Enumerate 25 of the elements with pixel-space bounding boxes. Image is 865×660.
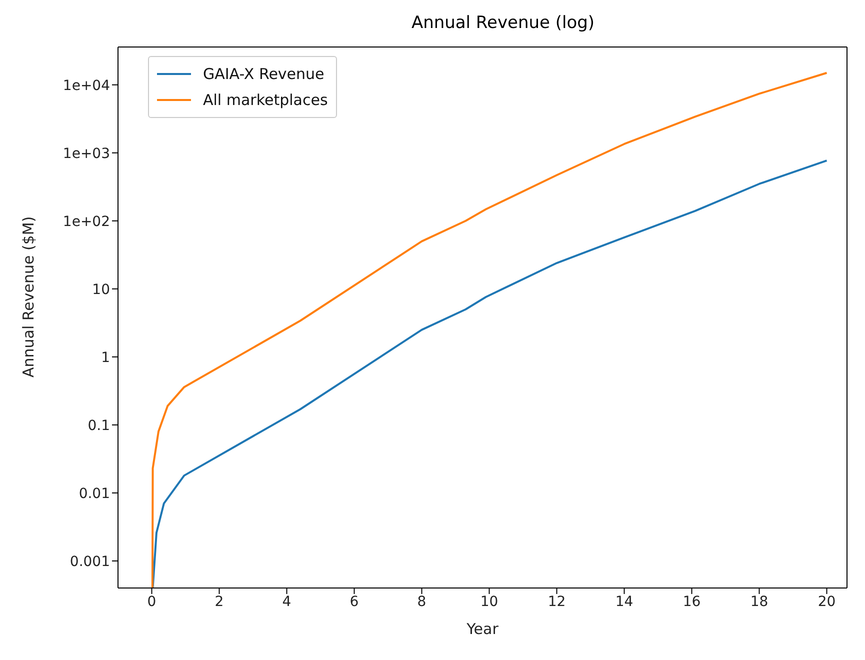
x-tick-label: 2 (214, 594, 224, 610)
line-series (152, 160, 828, 588)
y-tick-label: 1e+02 (62, 214, 110, 230)
x-tick-label: 6 (350, 594, 359, 610)
y-tick-label: 1e+03 (62, 146, 110, 162)
x-tick-label: 20 (818, 594, 836, 610)
y-tick-label: 10 (92, 282, 110, 298)
x-tick-label: 12 (548, 594, 566, 610)
chart-title: Annual Revenue (log) (410, 12, 596, 35)
x-tick-label: 14 (615, 594, 634, 610)
x-tick-label: 16 (682, 594, 701, 610)
x-tick-label: 10 (480, 594, 498, 610)
x-tick-label: 0 (147, 594, 156, 610)
y-tick-label: 0.01 (78, 486, 110, 502)
y-tick-label: 0.001 (70, 554, 110, 570)
x-axis-title: Year (466, 620, 500, 638)
x-tick-label: 8 (417, 594, 426, 610)
x-tick-label: 18 (750, 594, 768, 610)
y-tick-label: 1 (101, 350, 110, 366)
y-axis-title: Annual Revenue ($M) (19, 216, 38, 378)
y-tick-label: 1e+04 (62, 78, 110, 94)
legend-label: GAIA-X Revenue (203, 64, 324, 85)
legend-label: All marketplaces (203, 90, 328, 111)
x-tick-label: 4 (282, 594, 292, 610)
y-tick-label: 0.1 (88, 418, 110, 434)
